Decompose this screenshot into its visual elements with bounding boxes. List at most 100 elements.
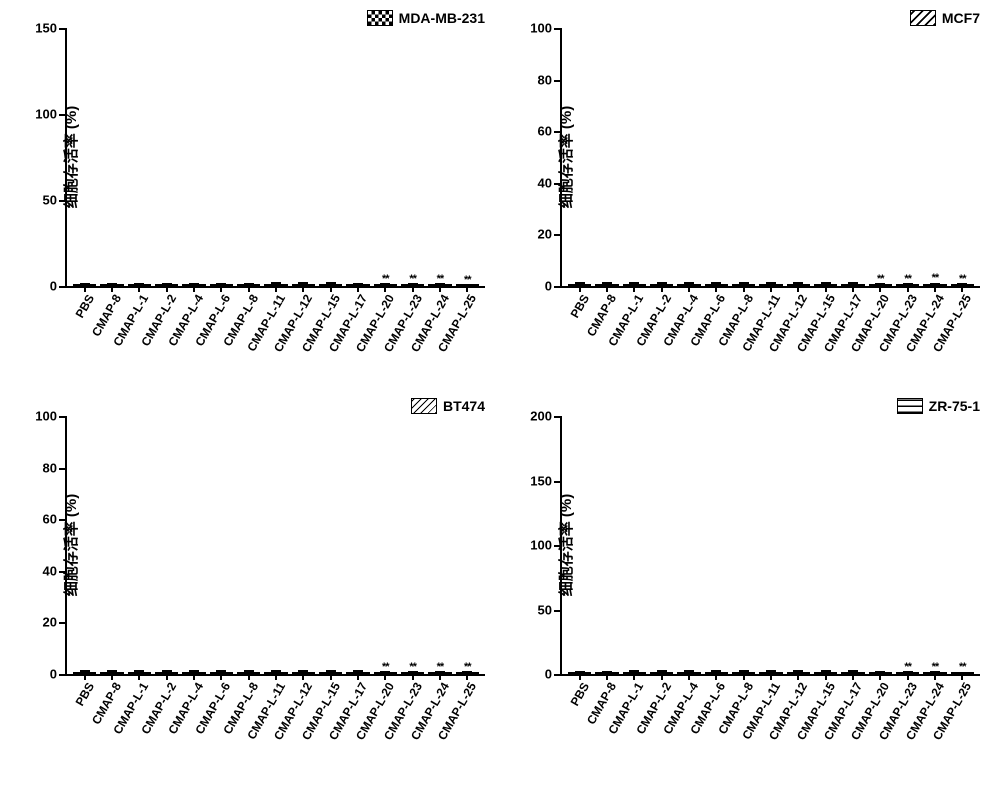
legend-label: MDA-MB-231 — [399, 10, 485, 26]
bar-wrap: CMAP-L-11 — [264, 672, 287, 674]
error-cap — [629, 670, 639, 672]
y-tick-label: 150 — [35, 21, 57, 36]
x-tick-label: PBS — [72, 292, 96, 320]
bar-wrap: CMAP-L-8 — [237, 284, 260, 286]
y-tick — [59, 468, 67, 470]
plot-area: 细胞存活率 (%)050100150PBSCMAP-8CMAP-L-1CMAP-… — [65, 28, 485, 288]
error-cap — [162, 670, 172, 672]
y-tick — [554, 286, 562, 288]
x-tick-label: PBS — [72, 680, 96, 708]
bar-wrap: CMAP-L-12 — [292, 672, 315, 674]
bar-wrap: **CMAP-L-24 — [428, 284, 451, 286]
y-tick-label: 60 — [43, 512, 57, 527]
y-tick — [59, 416, 67, 418]
significance-marker: ** — [932, 272, 939, 284]
y-tick — [554, 610, 562, 612]
bar-wrap: PBS — [73, 672, 96, 674]
y-tick — [59, 28, 67, 30]
y-tick-label: 80 — [538, 72, 552, 87]
significance-marker: ** — [409, 273, 416, 285]
error-cap — [216, 670, 226, 672]
legend-label: MCF7 — [942, 10, 980, 26]
error-cap — [298, 670, 308, 672]
plot-area: 细胞存活率 (%)020406080100PBSCMAP-8CMAP-L-1CM… — [65, 416, 485, 676]
error-cap — [298, 282, 308, 284]
y-tick-label: 100 — [530, 538, 552, 553]
bar-wrap: **CMAP-L-23 — [896, 672, 919, 674]
bar-wrap: CMAP-L-4 — [182, 672, 205, 674]
legend-label: ZR-75-1 — [929, 398, 980, 414]
error-cap — [107, 283, 117, 285]
bar-wrap: CMAP-8 — [100, 672, 123, 674]
error-cap — [326, 282, 336, 284]
bar-wrap: CMAP-8 — [100, 284, 123, 286]
significance-marker: ** — [437, 273, 444, 285]
error-cap — [326, 670, 336, 672]
error-cap — [684, 282, 694, 284]
bars-container: PBS CMAP-8 CMAP-L-1 CMAP-L-2 CMAP-L-4 CMAP-L-… — [67, 28, 485, 286]
error-cap — [848, 670, 858, 672]
error-cap — [107, 670, 117, 672]
bar-wrap: CMAP-L-11 — [759, 284, 782, 286]
y-tick-label: 40 — [538, 175, 552, 190]
error-cap — [684, 670, 694, 672]
bar-wrap: CMAP-L-15 — [319, 672, 342, 674]
y-tick — [59, 286, 67, 288]
bars-container: PBSCMAP-8CMAP-L-1CMAP-L-2CMAP-L-4CMAP-L-… — [562, 28, 980, 286]
x-tick-label: PBS — [567, 680, 591, 708]
error-cap — [162, 283, 172, 285]
y-tick — [554, 28, 562, 30]
bar-wrap: CMAP-L-12 — [292, 284, 315, 286]
error-cap — [189, 670, 199, 672]
y-tick-label: 200 — [530, 409, 552, 424]
y-tick — [554, 183, 562, 185]
bar-wrap: CMAP-L-2 — [650, 284, 673, 286]
error-cap — [575, 671, 585, 673]
y-tick — [554, 416, 562, 418]
error-cap — [821, 282, 831, 284]
y-tick-label: 100 — [35, 107, 57, 122]
bar-wrap: CMAP-L-17 — [841, 284, 864, 286]
y-tick-label: 50 — [538, 602, 552, 617]
significance-marker: ** — [904, 661, 911, 673]
legend: ZR-75-1 — [897, 398, 980, 414]
bar-wrap: CMAP-L-2 — [155, 284, 178, 286]
bar-wrap: **CMAP-L-25 — [456, 284, 479, 286]
significance-marker: ** — [877, 273, 884, 285]
error-cap — [575, 282, 585, 284]
y-tick — [554, 545, 562, 547]
legend-swatch — [897, 398, 923, 414]
error-cap — [739, 670, 749, 672]
bar-wrap: CMAP-L-6 — [705, 284, 728, 286]
error-cap — [793, 670, 803, 672]
y-tick-label: 60 — [538, 124, 552, 139]
significance-marker: ** — [904, 273, 911, 285]
error-cap — [711, 282, 721, 284]
bar-wrap: CMAP-L-1 — [128, 284, 151, 286]
error-cap — [134, 283, 144, 285]
error-cap — [602, 282, 612, 284]
legend-swatch — [411, 398, 437, 414]
bar-wrap: PBS — [73, 284, 96, 286]
error-cap — [244, 670, 254, 672]
y-tick — [59, 114, 67, 116]
bar-wrap: CMAP-L-4 — [182, 284, 205, 286]
bar-wrap: CMAP-L-4 — [677, 672, 700, 674]
bar-wrap: CMAP-L-8 — [237, 672, 260, 674]
error-cap — [821, 670, 831, 672]
panel-mcf7: MCF7细胞存活率 (%)020406080100PBSCMAP-8CMAP-L… — [505, 10, 990, 388]
y-tick — [554, 131, 562, 133]
error-cap — [134, 670, 144, 672]
bar-wrap: **CMAP-L-24 — [923, 672, 946, 674]
y-tick-label: 50 — [43, 193, 57, 208]
legend-swatch — [910, 10, 936, 26]
y-tick-label: 0 — [545, 667, 552, 682]
y-tick — [554, 234, 562, 236]
error-cap — [875, 671, 885, 673]
bar-wrap: CMAP-L-4 — [677, 284, 700, 286]
error-cap — [766, 670, 776, 672]
bar-wrap: CMAP-L-17 — [841, 672, 864, 674]
y-tick — [554, 80, 562, 82]
y-tick-label: 150 — [530, 473, 552, 488]
y-tick — [59, 622, 67, 624]
